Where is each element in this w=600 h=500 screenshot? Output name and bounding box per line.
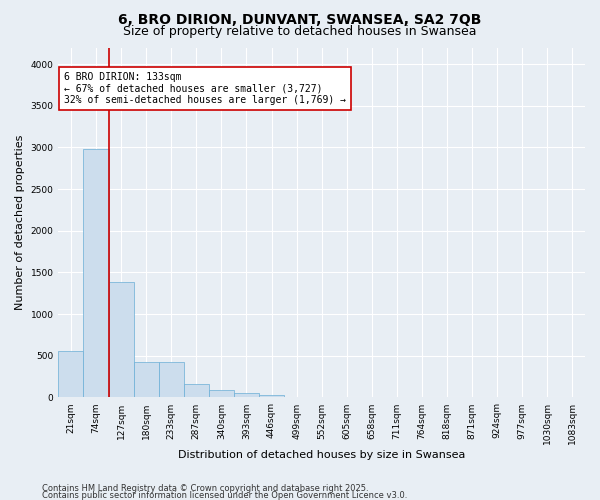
Bar [209,390,234,398]
X-axis label: Distribution of detached houses by size in Swansea: Distribution of detached houses by size … [178,450,466,460]
Text: 6 BRO DIRION: 133sqm
← 67% of detached houses are smaller (3,727)
32% of semi-de: 6 BRO DIRION: 133sqm ← 67% of detached h… [64,72,346,105]
Text: Contains public sector information licensed under the Open Government Licence v3: Contains public sector information licen… [42,491,407,500]
Bar [184,384,209,398]
Text: 6, BRO DIRION, DUNVANT, SWANSEA, SA2 7QB: 6, BRO DIRION, DUNVANT, SWANSEA, SA2 7QB [118,12,482,26]
Y-axis label: Number of detached properties: Number of detached properties [15,135,25,310]
Text: Contains HM Land Registry data © Crown copyright and database right 2025.: Contains HM Land Registry data © Crown c… [42,484,368,493]
Text: Size of property relative to detached houses in Swansea: Size of property relative to detached ho… [123,25,477,38]
Bar [134,362,159,398]
Bar [159,362,184,398]
Bar [234,394,259,398]
Bar [109,282,134,398]
Bar [58,351,83,398]
Bar [83,149,109,398]
Bar [259,395,284,398]
